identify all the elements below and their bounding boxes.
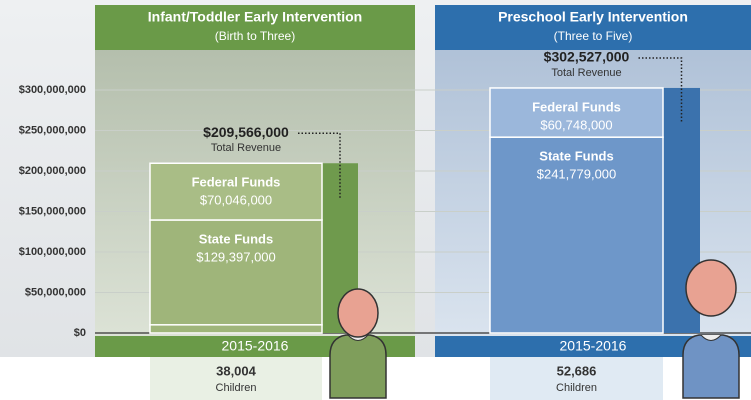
children-count: 38,004	[216, 363, 257, 378]
panel-subtitle: (Birth to Three)	[215, 29, 295, 43]
y-tick-label: $0	[74, 327, 86, 339]
children-band	[490, 357, 663, 400]
y-tick-label: $300,000,000	[19, 84, 86, 96]
panel-title: Infant/Toddler Early Intervention	[148, 9, 362, 25]
segment-name: State Funds	[539, 149, 613, 164]
children-count: 52,686	[557, 363, 597, 378]
total-caption: Total Revenue	[211, 142, 281, 154]
segment-value: $129,397,000	[196, 249, 276, 264]
person-body	[682, 334, 740, 399]
children-band	[150, 357, 322, 400]
panel-header	[435, 5, 751, 50]
category-band	[435, 336, 751, 357]
bar-segment	[489, 87, 664, 138]
bar-segment	[489, 136, 664, 334]
bar-segment	[149, 324, 323, 334]
leader-line	[298, 132, 341, 199]
bar-segment	[149, 162, 323, 221]
bar-segment	[149, 219, 323, 326]
y-tick-label: $50,000,000	[25, 286, 86, 298]
total-caption: Total Revenue	[551, 67, 621, 79]
x-tick-label: 2015-2016	[560, 338, 627, 354]
segment-value: $60,748,000	[540, 117, 612, 132]
y-tick-label: $200,000,000	[19, 165, 86, 177]
children-caption: Children	[556, 382, 597, 394]
person-collar	[700, 334, 722, 341]
segment-name: Federal Funds	[192, 175, 281, 190]
segment-value: $70,046,000	[200, 193, 272, 208]
panel-header	[95, 5, 415, 50]
person-head	[685, 259, 737, 317]
leader-line	[638, 57, 683, 123]
segment-name: State Funds	[199, 231, 273, 246]
y-tick-label: $150,000,000	[19, 205, 86, 217]
children-caption: Children	[216, 382, 257, 394]
person-body	[329, 334, 387, 399]
x-tick-label: 2015-2016	[222, 338, 289, 354]
total-value: $209,566,000	[203, 124, 289, 140]
segment-name: Federal Funds	[532, 99, 621, 114]
panel-subtitle: (Three to Five)	[554, 29, 633, 43]
panel-title: Preschool Early Intervention	[498, 9, 688, 25]
y-tick-label: $250,000,000	[19, 124, 86, 136]
y-tick-label: $100,000,000	[19, 246, 86, 258]
total-value: $302,527,000	[544, 49, 630, 65]
segment-value: $241,779,000	[537, 167, 617, 182]
person-head	[337, 288, 379, 338]
